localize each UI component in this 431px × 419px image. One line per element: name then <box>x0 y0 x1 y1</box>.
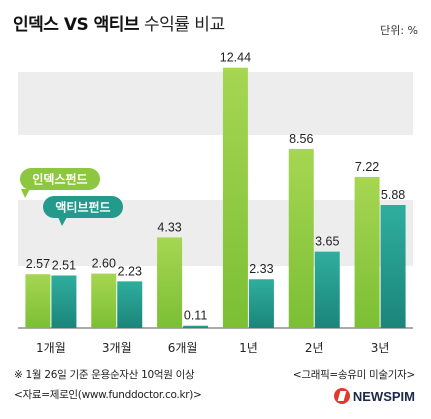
data-label-index-5: 8.56 <box>289 132 313 146</box>
legend-active-label: 액티브펀드 <box>55 200 110 215</box>
x-tick-label-3: 6개월 <box>168 341 198 355</box>
x-tick-label-6: 3년 <box>371 341 390 355</box>
data-label-active-1: 2.51 <box>52 258 76 272</box>
legend-index-pointer <box>21 189 30 198</box>
bar-index-4 <box>222 67 248 329</box>
bar-active-4 <box>248 279 274 328</box>
title-bold: 인덱스 VS 액티브 <box>13 15 140 35</box>
data-label-index-1: 2.57 <box>26 257 50 271</box>
bar-index-3 <box>157 237 183 328</box>
x-tick-label-2: 3개월 <box>102 341 132 355</box>
background-band <box>18 72 413 135</box>
bar-active-3 <box>183 325 209 328</box>
bar-index-2 <box>91 273 117 328</box>
data-label-active-2: 2.23 <box>118 264 142 278</box>
graphic-credit: <그래픽=송유미 미술기자> <box>292 369 415 381</box>
footnote-source: <자료=제로인(www.funddoctor.co.kr)> <box>14 389 202 401</box>
data-label-index-2: 2.60 <box>92 257 116 271</box>
bar-active-1 <box>51 275 77 328</box>
data-label-active-5: 3.65 <box>315 235 339 249</box>
x-tick-label-5: 2년 <box>305 341 324 355</box>
legend-active-pill <box>43 196 123 218</box>
unit-label: 단위: % <box>380 24 418 37</box>
data-label-index-4: 12.44 <box>220 51 251 65</box>
legend-active-pointer <box>58 217 67 226</box>
data-label-active-4: 2.33 <box>249 262 273 276</box>
data-label-active-3: 0.11 <box>184 309 207 323</box>
data-label-active-6: 5.88 <box>381 188 405 202</box>
newspim-logo-icon <box>333 388 350 404</box>
title-rest: 수익률 비교 <box>139 15 225 35</box>
bar-active-2 <box>117 281 143 328</box>
legend-index-pill <box>20 168 100 190</box>
data-label-index-3: 4.33 <box>157 220 181 234</box>
bar-chart: 2.57 2.51 1개월 2.602.23 3개월 4.33 0.11 6개월 12.44 2.… <box>18 51 413 355</box>
legend-index-label: 인덱스펀드 <box>32 172 87 187</box>
chart-title: 인덱스 VS 액티브 수익률 비교 <box>13 10 225 35</box>
x-tick-label-1: 1개월 <box>36 341 66 355</box>
logo-text: NEWSPIM <box>352 389 415 404</box>
footnote-date: ※ 1월 26일 기준 운용순자산 10억원 이상 <box>14 369 195 381</box>
bar-index-5 <box>288 148 314 328</box>
bar-index-6 <box>354 176 380 328</box>
x-tick-label-4: 1년 <box>239 341 258 355</box>
data-label-index-6: 7.22 <box>355 160 379 174</box>
bar-index-1 <box>25 274 51 328</box>
newspim-logo: NEWSPIM <box>333 388 415 404</box>
bar-active-6 <box>380 204 406 328</box>
bar-active-5 <box>314 251 340 328</box>
